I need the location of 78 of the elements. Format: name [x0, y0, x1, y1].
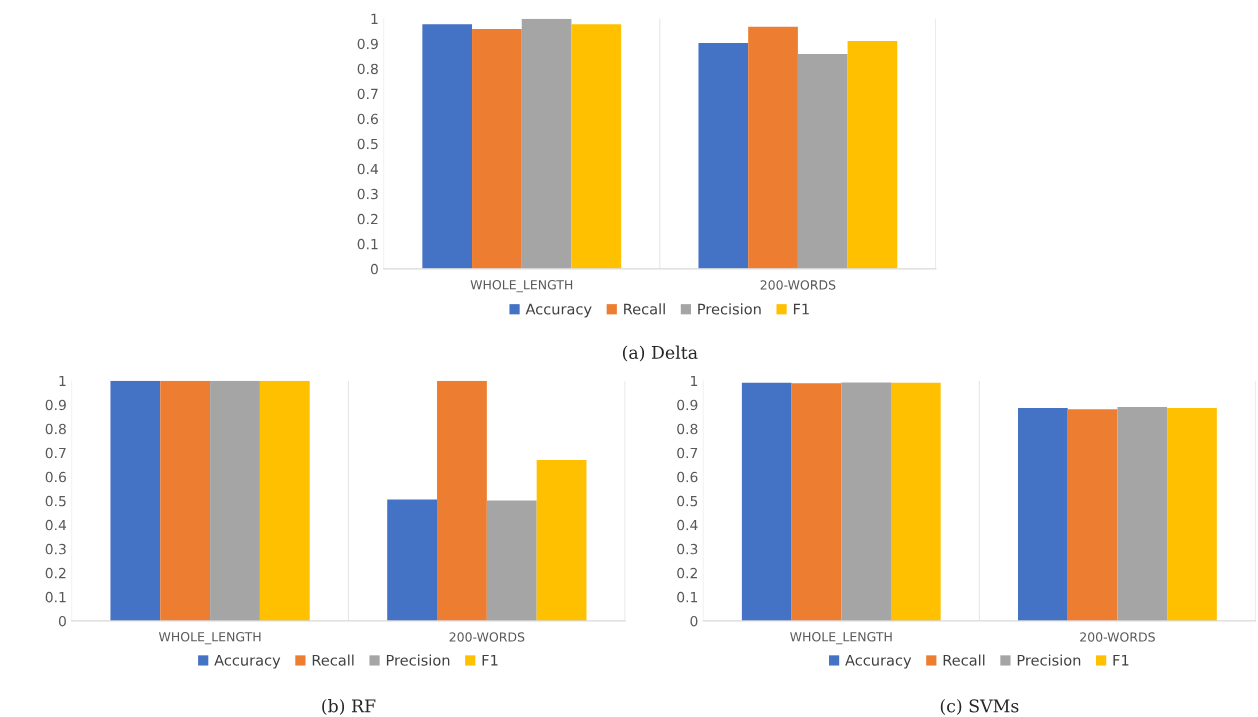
y-tick-label: 0.1 [357, 238, 378, 250]
bar [1018, 408, 1068, 621]
legend-label: F1 [793, 303, 809, 315]
bar [748, 26, 798, 269]
text: (c) SVMs [940, 698, 1019, 715]
y-tick-label: 0.2 [677, 567, 697, 579]
bar [472, 28, 522, 269]
y-tick-label: 0.2 [45, 567, 66, 579]
legend-label: Precision [698, 303, 761, 315]
legend-label: Accuracy [525, 303, 592, 318]
text: (a) Delta [622, 345, 698, 362]
x-tick-label: WHOLE_LENGTH [470, 279, 573, 293]
bar [890, 382, 941, 621]
bar [160, 380, 211, 621]
y-tick-label: 0.5 [357, 138, 378, 150]
bar [210, 380, 260, 621]
legend-label: Precision [386, 654, 450, 666]
bar [387, 499, 438, 621]
bar [1067, 409, 1118, 621]
y-tick-label: 0.8 [45, 423, 66, 435]
x-tick-label: 200-WORDS [1080, 632, 1155, 642]
bar [110, 380, 161, 621]
y-tick-label: 0.4 [357, 163, 379, 175]
legend-label: Recall [312, 654, 354, 666]
legend-label: Accuracy [845, 654, 912, 669]
y-tick-label: 1 [371, 13, 378, 24]
y-tick-label: 0.9 [677, 399, 698, 411]
y-tick-label: 0.3 [357, 188, 378, 200]
bar [571, 24, 622, 269]
bar [847, 40, 898, 269]
bar [797, 53, 848, 269]
legend-label: Precision [1017, 654, 1081, 666]
y-tick-label: 1 [691, 375, 698, 386]
y-tick-label: 1 [59, 375, 66, 386]
y-tick-label: 0.6 [357, 113, 378, 125]
text: (b) RF [322, 698, 376, 715]
y-tick-label: 0.1 [677, 591, 698, 603]
y-tick-label: 0.4 [45, 519, 67, 531]
y-tick-label: 0.7 [357, 88, 378, 100]
y-tick-label: 0.9 [45, 399, 66, 411]
y-tick-label: 0 [370, 263, 378, 275]
y-tick-label: 0 [690, 615, 698, 627]
bar [741, 382, 792, 621]
y-tick-label: 0.7 [677, 447, 698, 459]
bar [486, 500, 537, 621]
legend-label: Accuracy [214, 654, 281, 669]
y-tick-label: 0.2 [357, 213, 378, 225]
y-tick-label: 0.8 [677, 423, 698, 435]
y-tick-label: 0.4 [677, 519, 698, 531]
bar [521, 18, 572, 269]
bar [841, 382, 891, 621]
y-tick-label: 0.7 [45, 447, 66, 459]
y-tick-label: 0.3 [45, 543, 66, 555]
y-tick-label: 0.8 [357, 63, 378, 75]
x-tick-label: 200-WORDS [449, 632, 525, 642]
bar [422, 24, 473, 269]
y-tick-label: 0.6 [45, 471, 66, 483]
bar [1167, 408, 1217, 621]
legend-label: Recall [624, 303, 665, 315]
x-tick-label: WHOLE_LENGTH [790, 632, 892, 645]
bar [437, 380, 487, 621]
bar [1117, 406, 1168, 621]
y-tick-label: 0 [58, 615, 66, 627]
y-tick-label: 0.1 [45, 591, 66, 603]
y-tick-label: 0.5 [677, 495, 698, 507]
y-tick-label: 0.9 [357, 38, 378, 50]
x-tick-label: 200-WORDS [760, 280, 836, 290]
bar [791, 383, 842, 621]
y-tick-label: 0.6 [677, 471, 698, 483]
bar [259, 380, 310, 621]
bar [536, 459, 587, 621]
legend-label: F1 [482, 654, 498, 666]
bar [698, 42, 749, 269]
legend-label: Recall [943, 654, 985, 666]
legend-label: F1 [1113, 654, 1129, 666]
y-tick-label: 0.5 [45, 495, 66, 507]
y-tick-label: 0.3 [677, 543, 698, 555]
x-tick-label: WHOLE_LENGTH [158, 632, 261, 645]
